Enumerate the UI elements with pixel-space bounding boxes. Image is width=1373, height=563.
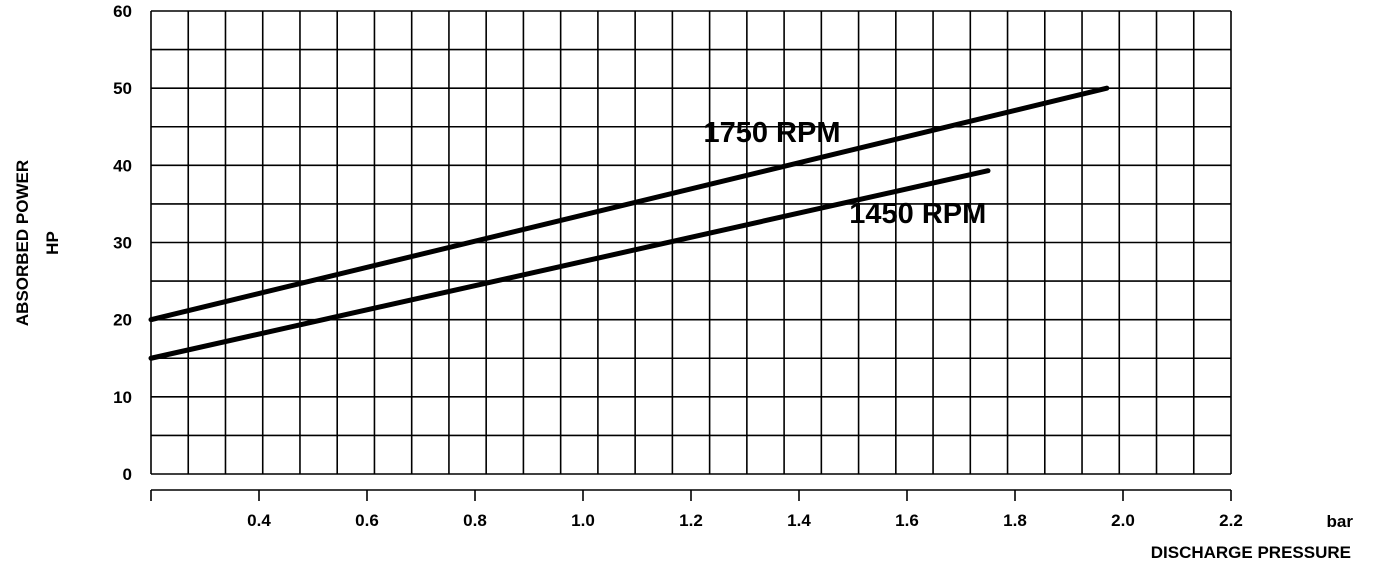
x-axis-title: DISCHARGE PRESSURE	[1151, 543, 1351, 562]
y-tick-label: 0	[123, 465, 132, 484]
x-tick-label: 1.2	[679, 511, 703, 530]
series-line	[148, 168, 991, 361]
x-tick-label: 1.6	[895, 511, 919, 530]
grid	[150, 10, 1232, 475]
x-axis: 0.4 0.6 0.8 1.0 1.2 1.4 1.6 1.8 2.0 2.2	[150, 489, 1243, 530]
x-tick-label: 2.2	[1219, 511, 1243, 530]
series-label: 1450 RPM	[849, 198, 986, 230]
y-axis-unit: HP	[43, 231, 62, 255]
y-tick-label: 20	[113, 311, 132, 330]
y-tick-labels: 0 10 20 30 40 50 60	[113, 2, 132, 484]
y-axis-title: ABSORBED POWER	[13, 160, 32, 326]
x-axis-unit: bar	[1327, 512, 1354, 531]
series-labels: 1750 RPM 1450 RPM	[703, 117, 986, 230]
series-label: 1750 RPM	[703, 117, 840, 149]
y-tick-label: 10	[113, 388, 132, 407]
x-tick-label: 2.0	[1111, 511, 1135, 530]
x-tick-label: 0.4	[247, 511, 271, 530]
y-tick-label: 60	[113, 2, 132, 21]
y-tick-label: 30	[113, 234, 132, 253]
x-tick-label: 1.0	[571, 511, 595, 530]
series-lines	[148, 85, 1110, 361]
x-tick-label: 1.4	[787, 511, 811, 530]
x-tick-label: 0.8	[463, 511, 487, 530]
x-tick-label: 1.8	[1003, 511, 1027, 530]
y-tick-label: 50	[113, 79, 132, 98]
series-line	[148, 85, 1110, 323]
x-tick-label: 0.6	[355, 511, 379, 530]
y-tick-label: 40	[113, 156, 132, 175]
